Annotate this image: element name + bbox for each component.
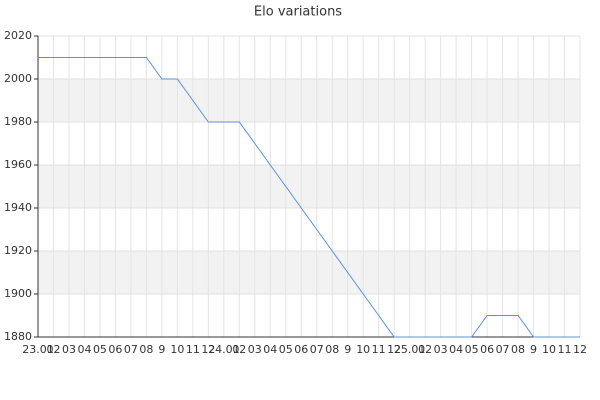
x-tick-label: 12	[201, 343, 215, 356]
x-tick-label: 05	[279, 343, 293, 356]
y-tick-label: 1940	[4, 201, 32, 214]
x-tick-label: 08	[139, 343, 153, 356]
y-tick-label: 2000	[4, 72, 32, 85]
x-tick-label: 9	[530, 343, 537, 356]
x-tick-label: 9	[158, 343, 165, 356]
grid-band	[38, 165, 580, 208]
x-tick-label: 25.01	[394, 343, 426, 356]
x-tick-label: 10	[170, 343, 184, 356]
x-tick-label: 11	[372, 343, 386, 356]
x-tick-label: 07	[310, 343, 324, 356]
y-tick-label: 1920	[4, 244, 32, 257]
y-tick-label: 1900	[4, 287, 32, 300]
x-tick-label: 10	[542, 343, 556, 356]
x-tick-label: 02	[418, 343, 432, 356]
grid-band	[38, 79, 580, 122]
y-tick-label: 1980	[4, 115, 32, 128]
x-tick-label: 10	[356, 343, 370, 356]
x-tick-label: 04	[449, 343, 463, 356]
x-tick-label: 07	[124, 343, 138, 356]
x-tick-label: 23.01	[22, 343, 54, 356]
x-tick-label: 04	[263, 343, 277, 356]
chart-title: Elo variations	[254, 5, 342, 20]
x-tick-label: 03	[248, 343, 262, 356]
x-tick-label: 02	[232, 343, 246, 356]
x-tick-label: 03	[62, 343, 76, 356]
x-tick-label: 05	[93, 343, 107, 356]
x-tick-label: 03	[434, 343, 448, 356]
x-tick-label: 06	[294, 343, 308, 356]
x-tick-label: 11	[558, 343, 572, 356]
x-tick-label: 06	[480, 343, 494, 356]
x-tick-label: 06	[108, 343, 122, 356]
y-tick-label: 2020	[4, 29, 32, 42]
x-tick-label: 04	[77, 343, 91, 356]
x-tick-label: 08	[511, 343, 525, 356]
y-tick-label: 1880	[4, 330, 32, 343]
x-tick-label: 07	[496, 343, 510, 356]
x-tick-label: 24.01	[208, 343, 240, 356]
series-line	[38, 57, 580, 338]
x-tick-label: 08	[325, 343, 339, 356]
x-tick-label: 11	[186, 343, 200, 356]
x-tick-label: 02	[46, 343, 60, 356]
x-tick-label: 9	[344, 343, 351, 356]
x-tick-label: 12	[387, 343, 401, 356]
y-tick-label: 1960	[4, 158, 32, 171]
x-tick-label: 05	[465, 343, 479, 356]
grid-band	[38, 251, 580, 294]
x-tick-label: 12	[573, 343, 587, 356]
